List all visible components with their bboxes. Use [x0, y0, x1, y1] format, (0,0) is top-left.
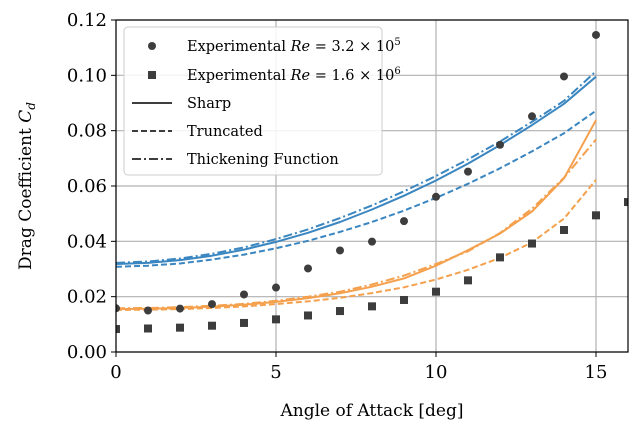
series-line-dashed	[116, 109, 597, 268]
legend-re-exponent: 5	[394, 37, 400, 48]
line-series-group	[116, 70, 597, 311]
data-point-circle	[272, 283, 280, 292]
data-point-square	[624, 198, 628, 207]
data-point-square	[592, 211, 600, 220]
data-point-circle	[592, 30, 600, 39]
axis-ticks: 0 5 10 15 0.00 0.02 0.04 0.06 0.08 0.10 0.12	[67, 10, 608, 383]
data-point-square	[528, 239, 536, 248]
data-point-square	[432, 287, 440, 296]
legend-circle-marker	[148, 42, 156, 50]
y-tick-label: 0.04	[67, 231, 107, 252]
legend-re-equals: = 3.2 × 10	[310, 39, 394, 55]
legend-square-marker	[148, 71, 156, 79]
data-point-square	[116, 325, 120, 334]
legend-label: Experimental Re = 1.6 × 106	[187, 66, 401, 84]
legend-entry: Truncated	[132, 124, 263, 140]
data-point-circle	[464, 167, 472, 176]
data-point-square	[496, 253, 504, 262]
data-point-circle	[432, 192, 440, 201]
data-point-circle	[368, 237, 376, 246]
y-axis-label: Drag Coefficient Cd	[16, 102, 38, 270]
y-tick-label: 0.00	[67, 342, 107, 363]
data-point-square	[304, 311, 312, 320]
legend-re-exponent: 6	[394, 66, 400, 77]
y-tick-label: 0.10	[67, 65, 107, 86]
data-point-circle	[528, 112, 536, 121]
data-point-circle	[144, 306, 152, 315]
x-tick-label: 0	[110, 362, 121, 383]
data-point-square	[176, 323, 184, 332]
x-tick-label: 5	[270, 362, 281, 383]
data-point-square	[464, 276, 472, 285]
data-point-square	[560, 225, 568, 234]
legend-re-equals: = 1.6 × 10	[310, 68, 394, 84]
legend-label: Sharp	[187, 96, 231, 112]
series-line-solid	[116, 75, 597, 265]
y-tick-label: 0.12	[67, 10, 107, 31]
data-point-circle	[496, 140, 504, 149]
data-point-circle	[176, 304, 184, 313]
y-axis-label-subscript: d	[24, 102, 38, 110]
data-point-circle	[304, 264, 312, 273]
y-axis-label-symbol: C	[16, 110, 36, 123]
legend-entry: Thickening Function	[132, 152, 339, 168]
y-tick-label: 0.06	[67, 176, 107, 197]
legend-entry: Experimental Re = 3.2 × 105	[148, 37, 401, 55]
data-point-circle	[208, 300, 216, 309]
legend-label-prefix: Experimental	[187, 68, 291, 84]
legend-entry: Experimental Re = 1.6 × 106	[148, 66, 401, 84]
data-point-square	[240, 318, 248, 327]
data-point-square	[144, 324, 152, 333]
legend-label: Truncated	[187, 124, 263, 140]
data-point-circle	[336, 246, 344, 255]
legend-re-symbol: Re	[290, 39, 311, 55]
data-point-square	[336, 307, 344, 316]
series-line-solid	[116, 119, 597, 311]
legend-label: Thickening Function	[187, 152, 339, 168]
x-tick-label: 15	[585, 362, 608, 383]
y-tick-label: 0.08	[67, 121, 107, 142]
data-point-circle	[116, 304, 120, 313]
data-point-square	[368, 302, 376, 311]
x-tick-label: 10	[425, 362, 448, 383]
legend: Experimental Re = 3.2 × 105Experimental …	[123, 26, 401, 176]
legend-entry: Sharp	[132, 96, 231, 112]
y-tick-label: 0.02	[67, 287, 107, 308]
marker-series-group	[116, 30, 628, 334]
legend-label: Experimental Re = 3.2 × 105	[187, 37, 401, 55]
data-point-circle	[240, 290, 248, 299]
data-point-circle	[400, 217, 408, 226]
x-axis-label: Angle of Attack [deg]	[279, 401, 463, 421]
legend-label-prefix: Experimental	[187, 39, 291, 55]
series-line-dashdot	[116, 70, 597, 264]
data-point-circle	[560, 72, 568, 81]
data-point-square	[208, 321, 216, 330]
series-line-dashed	[116, 179, 597, 311]
data-point-square	[272, 315, 280, 324]
data-point-square	[400, 295, 408, 304]
legend-re-symbol: Re	[290, 68, 311, 84]
series-line-dashdot	[116, 138, 597, 310]
legend-box	[123, 26, 383, 176]
y-axis-label-main: Drag Coefficient	[16, 123, 36, 270]
